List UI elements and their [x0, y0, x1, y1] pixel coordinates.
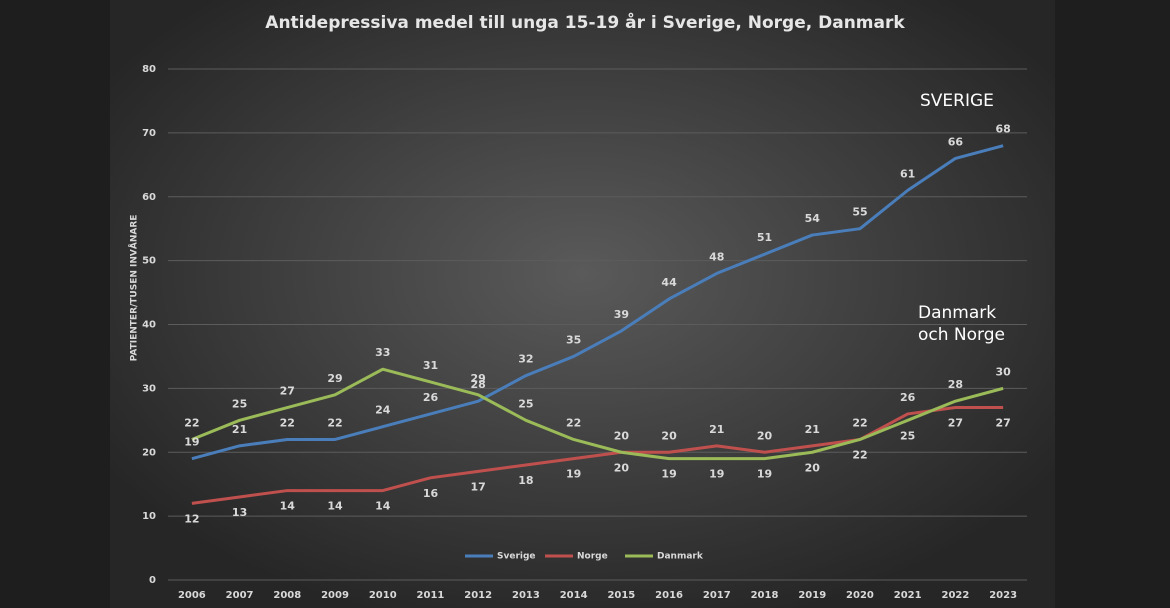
x-tick-label: 2008: [273, 590, 301, 601]
data-label: 22: [852, 416, 867, 429]
series-line: [191, 367, 1004, 461]
x-tick-label: 2016: [655, 590, 683, 601]
data-label: 17: [471, 480, 486, 493]
data-label: 18: [518, 474, 533, 487]
data-label: 14: [375, 500, 391, 513]
data-label: 19: [184, 436, 199, 449]
x-tick-label: 2011: [417, 590, 445, 601]
legend-label: Norge: [577, 552, 608, 562]
data-label: 68: [995, 123, 1010, 136]
data-label: 26: [900, 391, 916, 404]
data-label: 24: [375, 404, 391, 417]
data-label: 22: [184, 416, 199, 429]
data-label: 21: [805, 423, 820, 436]
x-tick-label: 2019: [798, 590, 826, 601]
data-label: 20: [805, 461, 821, 474]
data-label: 28: [471, 378, 486, 391]
x-tick-label: 2023: [989, 590, 1017, 601]
y-tick-label: 10: [142, 511, 156, 522]
chart-title: Antidepressiva medel till unga 15-19 år …: [265, 11, 905, 33]
data-label: 30: [995, 365, 1011, 378]
data-label: 22: [280, 416, 295, 429]
x-tick-label: 2021: [894, 590, 922, 601]
x-tick-label: 2007: [226, 590, 254, 601]
data-label: 14: [327, 500, 343, 513]
data-label: 19: [757, 468, 772, 481]
y-axis-label: PATIENTER/TUSEN INVÅNARE: [129, 215, 140, 362]
annotation: Danmark: [918, 303, 996, 323]
y-tick-label: 50: [142, 256, 156, 267]
data-label: 66: [948, 135, 964, 148]
series-line: [191, 144, 1004, 461]
data-label: 35: [566, 333, 581, 346]
x-tick-label: 2006: [178, 590, 206, 601]
data-label: 61: [900, 167, 915, 180]
data-label: 39: [614, 308, 629, 321]
x-tick-label: 2017: [703, 590, 731, 601]
data-label: 21: [232, 423, 247, 436]
data-label: 27: [948, 417, 963, 430]
data-label: 21: [709, 423, 724, 436]
y-tick-label: 20: [142, 447, 156, 458]
x-tick-label: 2012: [464, 590, 492, 601]
data-label: 12: [184, 512, 199, 525]
data-label: 20: [614, 461, 630, 474]
data-label: 20: [661, 429, 677, 442]
data-label: 29: [471, 372, 486, 385]
y-tick-label: 80: [142, 64, 156, 75]
data-label: 32: [518, 353, 533, 366]
y-tick-label: 30: [142, 383, 156, 394]
data-label: 13: [232, 506, 247, 519]
x-tick-label: 2018: [751, 590, 779, 601]
data-label: 22: [566, 416, 581, 429]
data-label: 19: [661, 468, 676, 481]
data-label: 48: [709, 250, 724, 263]
data-label: 19: [709, 468, 724, 481]
background: [110, 0, 1055, 608]
x-tick-label: 2014: [560, 590, 588, 601]
data-label: 25: [518, 397, 533, 410]
data-label: 25: [232, 397, 247, 410]
y-tick-label: 70: [142, 128, 156, 139]
data-label: 22: [327, 416, 342, 429]
x-tick-label: 2020: [846, 590, 874, 601]
annotation: SVERIGE: [920, 91, 994, 111]
y-tick-label: 40: [142, 320, 156, 331]
data-label: 20: [757, 429, 773, 442]
data-label: 20: [614, 429, 630, 442]
data-label: 28: [948, 378, 963, 391]
data-label: 27: [995, 417, 1010, 430]
data-label: 19: [566, 468, 581, 481]
y-tick-label: 60: [142, 192, 156, 203]
data-label: 31: [423, 359, 438, 372]
data-label: 26: [423, 391, 439, 404]
data-label: 16: [423, 487, 439, 500]
data-label: 22: [852, 448, 867, 461]
legend-label: Sverige: [497, 552, 536, 562]
data-label: 29: [327, 372, 342, 385]
x-tick-label: 2015: [607, 590, 635, 601]
legend-label: Danmark: [657, 552, 704, 562]
annotation: och Norge: [918, 325, 1005, 345]
data-label: 55: [852, 206, 867, 219]
data-label: 27: [280, 385, 295, 398]
x-tick-label: 2013: [512, 590, 540, 601]
data-label: 25: [900, 429, 915, 442]
data-label: 33: [375, 346, 390, 359]
data-label: 51: [757, 231, 772, 244]
data-label: 44: [661, 276, 677, 289]
x-tick-label: 2009: [321, 590, 349, 601]
data-label: 54: [805, 212, 821, 225]
data-label: 14: [280, 500, 296, 513]
x-tick-label: 2010: [369, 590, 397, 601]
x-tick-label: 2022: [941, 590, 969, 601]
y-tick-label: 0: [149, 575, 156, 586]
